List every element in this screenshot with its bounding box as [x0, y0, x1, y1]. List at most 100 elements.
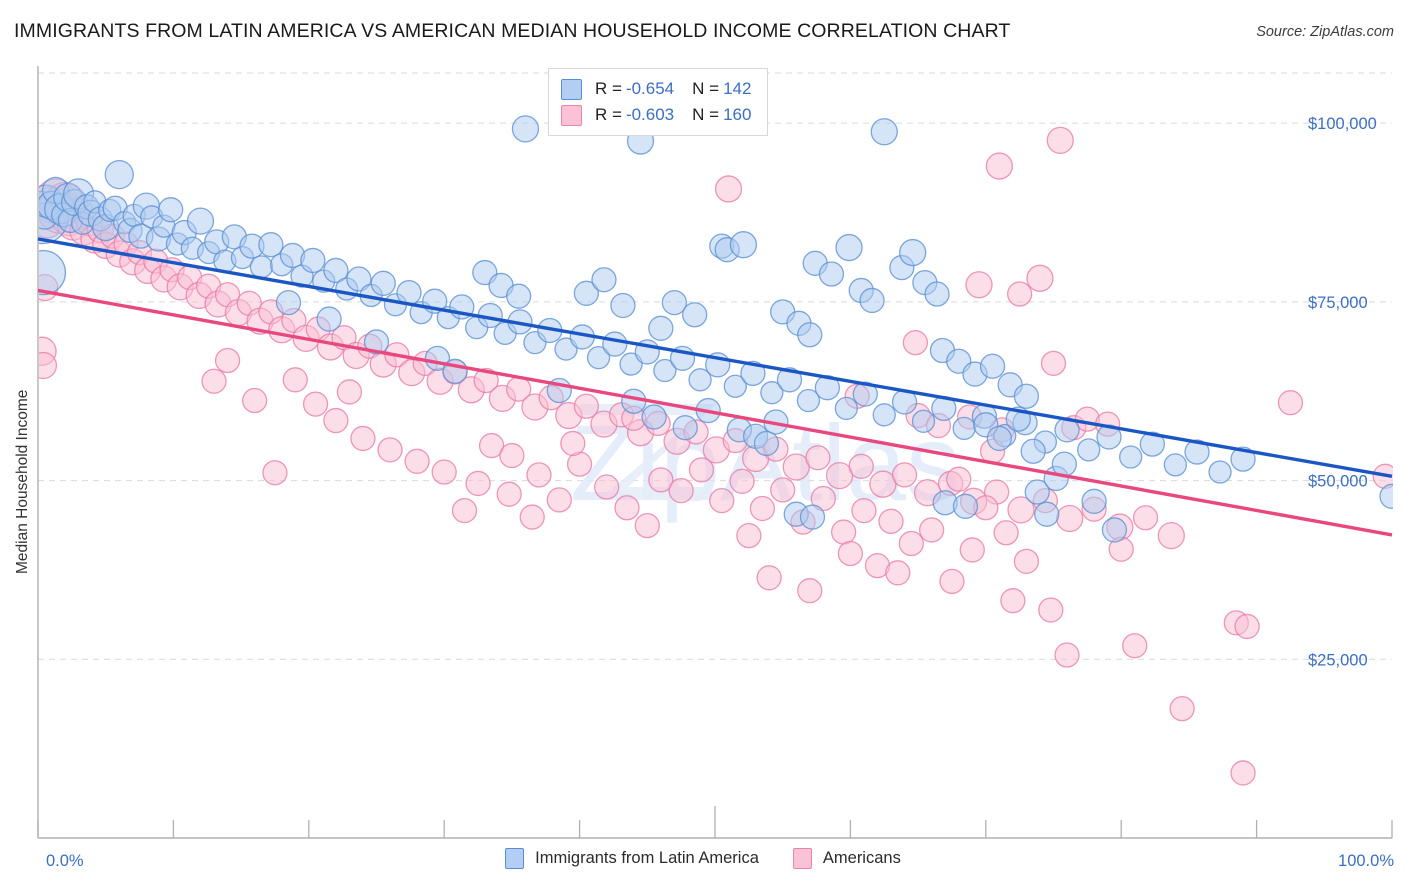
data-point — [634, 512, 660, 539]
data-point — [560, 430, 586, 457]
data-point — [797, 578, 823, 604]
data-point — [377, 437, 403, 463]
data-point — [688, 368, 712, 392]
data-point — [918, 517, 945, 543]
y-tick-label: $25,000 — [1308, 651, 1368, 669]
data-point — [797, 322, 823, 348]
y-tick-label: $50,000 — [1308, 473, 1368, 491]
data-point — [1038, 597, 1064, 623]
data-point — [682, 302, 708, 328]
legend-row-americans: R = -0.603 N = 160 — [561, 102, 751, 128]
data-point — [902, 329, 929, 356]
data-point — [688, 457, 715, 483]
legend-swatch-pink — [561, 104, 582, 126]
data-point — [959, 537, 985, 563]
r-label-pink: R = — [595, 105, 622, 124]
data-point — [519, 504, 545, 530]
series-legend-item-immigrants[interactable]: Immigrants from Latin America — [505, 848, 759, 869]
data-point — [323, 257, 349, 284]
data-point — [594, 474, 620, 500]
data-point — [760, 381, 784, 405]
n-label-blue: N = — [692, 79, 720, 98]
page-title: IMMIGRANTS FROM LATIN AMERICA VS AMERICA… — [14, 20, 1011, 42]
data-point — [1101, 517, 1128, 543]
data-point — [979, 353, 1006, 379]
data-point — [186, 207, 215, 235]
data-point — [709, 487, 735, 514]
data-point — [770, 477, 796, 503]
data-point — [1054, 642, 1080, 668]
data-point — [986, 425, 1012, 452]
data-point — [1024, 479, 1050, 505]
data-point — [39, 249, 67, 296]
data-point — [1007, 281, 1033, 307]
data-point — [818, 261, 845, 287]
data-point — [1208, 460, 1232, 484]
data-point — [602, 331, 628, 357]
data-point — [891, 462, 918, 488]
data-point — [1277, 390, 1304, 416]
data-point — [573, 280, 600, 306]
data-point — [1077, 438, 1101, 462]
data-point — [753, 430, 780, 457]
data-point — [346, 266, 372, 292]
data-point — [249, 255, 274, 279]
data-point — [451, 497, 478, 524]
n-label-pink: N = — [692, 105, 720, 124]
data-point — [672, 415, 698, 441]
data-point — [1119, 445, 1143, 469]
data-point — [546, 487, 572, 513]
data-point — [316, 306, 342, 332]
data-point — [1139, 431, 1165, 457]
data-point — [993, 520, 1019, 546]
data-point — [872, 403, 896, 427]
series-label-americans: Americans — [822, 849, 901, 867]
data-point — [837, 540, 864, 567]
data-point — [1013, 548, 1040, 575]
trendline — [37, 237, 1393, 478]
data-point — [729, 231, 758, 259]
r-label-blue: R = — [595, 79, 622, 98]
data-point — [431, 459, 457, 485]
data-point — [1034, 501, 1060, 527]
data-point — [641, 404, 667, 430]
data-point — [499, 442, 525, 469]
data-point — [1379, 483, 1393, 509]
data-point — [370, 270, 396, 296]
data-point — [350, 425, 376, 452]
data-point — [1230, 446, 1256, 472]
data-point — [911, 409, 936, 433]
data-point — [302, 391, 329, 417]
data-point — [1040, 350, 1067, 377]
data-point — [852, 381, 878, 407]
series-label-immigrants: Immigrants from Latin America — [535, 849, 759, 867]
data-point — [506, 283, 532, 309]
data-point — [614, 495, 640, 521]
data-point — [241, 387, 268, 414]
data-point — [1020, 438, 1046, 464]
data-point — [1132, 505, 1159, 531]
source-label: Source: ZipAtlas.com — [1256, 24, 1394, 40]
data-point — [939, 568, 965, 595]
data-point — [404, 448, 430, 474]
series-legend-item-americans[interactable]: Americans — [792, 848, 901, 869]
data-point — [648, 467, 674, 493]
data-point — [898, 530, 924, 557]
data-point — [39, 351, 58, 380]
n-value-pink: 160 — [723, 105, 752, 124]
data-point — [799, 504, 826, 530]
data-point — [924, 281, 950, 307]
data-point — [952, 416, 976, 441]
data-point — [830, 519, 857, 545]
data-point — [1230, 760, 1256, 786]
data-point — [985, 152, 1013, 180]
data-point — [526, 462, 552, 488]
n-value-blue: 142 — [723, 79, 752, 98]
trendline — [37, 288, 1393, 537]
data-point — [965, 271, 993, 299]
data-point — [668, 477, 694, 504]
data-point — [1056, 504, 1084, 533]
data-point — [1007, 496, 1035, 524]
